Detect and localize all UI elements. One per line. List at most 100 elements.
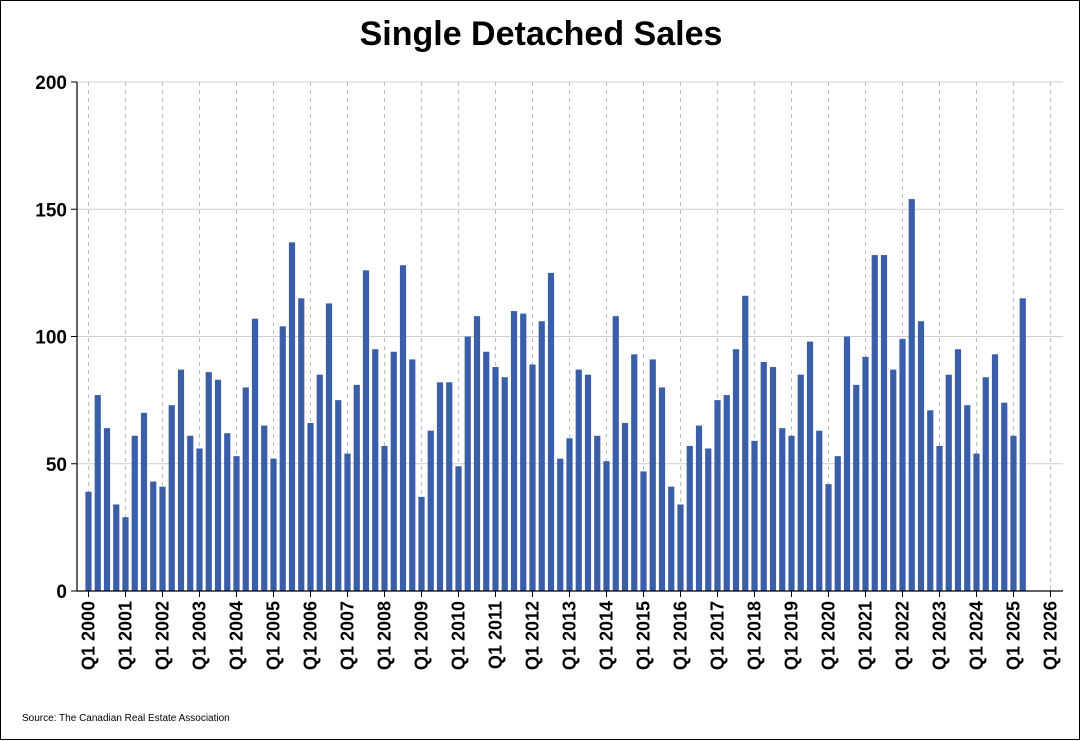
bar: Q4 2009: 82	[446, 382, 453, 591]
bar: Q2 2008: 94	[390, 351, 397, 591]
y-tick-label: 200	[35, 73, 67, 94]
bar: Q3 2016: 65	[695, 425, 703, 591]
bar: Q2 2007: 81	[353, 384, 360, 591]
bar: Q4 2021: 87	[890, 369, 897, 591]
bar: Q4 2018: 64	[779, 428, 786, 591]
bar: Q2 2019: 85	[797, 374, 804, 591]
bar: Q2 2025: 115	[1019, 298, 1026, 591]
axes	[71, 81, 1063, 597]
bar: Q1 2009: 37	[418, 496, 425, 591]
bar: Q3 2005: 137	[288, 242, 296, 591]
bar-series: Q1 2000: 39Q2 2000: 77Q3 2000: 64Q4 2000…	[85, 199, 1026, 591]
x-tick-label: Q1 2021	[856, 601, 876, 670]
bar: Q3 2002: 87	[177, 369, 185, 591]
x-tick-label: Q1 2019	[782, 601, 802, 670]
bar: Q1 2015: 47	[640, 471, 647, 591]
bar: Q1 2023: 57	[936, 445, 943, 591]
x-tick-label: Q1 2013	[560, 601, 580, 670]
bar: Q4 2006: 75	[335, 400, 342, 591]
x-tick-label: Q1 2010	[449, 601, 469, 670]
x-tick-label: Q1 2016	[671, 601, 691, 670]
x-tick-label: Q1 2025	[1004, 601, 1024, 670]
bar: Q1 2001: 29	[122, 517, 129, 591]
x-tick-label: Q1 2002	[153, 601, 173, 670]
bar: Q4 2011: 109	[520, 313, 527, 591]
bar: Q2 2021: 132	[871, 255, 878, 591]
x-tick-label: Q1 2012	[523, 601, 543, 670]
x-tick-label: Q1 2014	[597, 601, 617, 670]
bar: Q4 2010: 94	[483, 351, 490, 591]
x-tick-label: Q1 2004	[227, 601, 247, 670]
bar: Q2 2011: 84	[501, 377, 508, 591]
tick-labels: 0 50 100 150 200 Q1 2000 Q1 2001 Q1 2002 Q1 2003…	[35, 73, 1060, 670]
bar: Q1 2013: 60	[566, 438, 573, 591]
bar: Q2 2004: 80	[242, 387, 249, 591]
x-tick-label: Q1 2011	[486, 601, 506, 669]
bar: Q4 2012: 52	[557, 458, 564, 591]
bar: Q2 2016: 57	[686, 445, 693, 591]
bar: Q3 2018: 88	[769, 367, 777, 591]
bar: Q2 2024: 84	[982, 377, 989, 591]
bar: Q1 2022: 99	[899, 339, 906, 591]
bar: Q3 2012: 125	[547, 272, 555, 591]
y-tick-label: 50	[46, 455, 67, 476]
bar: Q4 2005: 115	[298, 298, 305, 591]
bar: Q1 2010: 49	[455, 466, 462, 591]
bar: Q4 2004: 65	[261, 425, 268, 591]
bar: Q4 2008: 91	[409, 359, 416, 591]
bar: Q2 2014: 108	[612, 316, 619, 591]
bar: Q1 2018: 59	[751, 440, 758, 591]
x-tick-label: Q1 2024	[967, 601, 987, 670]
bar: Q2 2015: 91	[649, 359, 656, 591]
bar: Q3 2008: 128	[399, 265, 407, 591]
bar: Q3 2011: 110	[510, 311, 518, 591]
bar: Q1 2024: 54	[973, 453, 980, 591]
bar: Q4 2002: 61	[187, 435, 194, 591]
bar: Q4 2024: 74	[1001, 402, 1008, 591]
bar: Q2 2006: 85	[316, 374, 323, 591]
x-tick-label: Q1 2020	[819, 601, 839, 670]
bar: Q1 2020: 42	[825, 484, 832, 591]
y-tick-label: 100	[35, 328, 67, 349]
bar: Q3 2007: 126	[362, 270, 370, 591]
bar: Q2 2023: 85	[945, 374, 952, 591]
bar: Q1 2002: 41	[159, 486, 166, 591]
bar: Q2 2001: 61	[131, 435, 138, 591]
bar: Q4 2023: 73	[964, 405, 971, 591]
bar: Q3 2006: 113	[325, 303, 333, 591]
bar: Q3 2020: 100	[843, 336, 851, 591]
bar: Q4 2007: 95	[372, 349, 379, 591]
x-tick-label: Q1 2000	[79, 601, 99, 670]
bar: Q4 2015: 41	[668, 486, 675, 591]
bar: Q3 2015: 80	[658, 387, 666, 591]
x-tick-label: Q1 2007	[338, 601, 358, 670]
bar: Q2 2022: 154	[908, 199, 915, 591]
bar: Q1 2006: 66	[307, 423, 314, 591]
bar: Q3 2004: 107	[251, 318, 259, 591]
y-tick-label: 150	[35, 200, 67, 221]
bar: Q4 2022: 71	[927, 410, 934, 591]
bar: Q4 2003: 62	[224, 433, 231, 591]
x-tick-label: Q1 2001	[116, 601, 136, 670]
x-tick-label: Q1 2026	[1041, 601, 1061, 670]
bar: Q2 2005: 104	[279, 326, 286, 591]
bar: Q3 2023: 95	[954, 349, 962, 591]
bar: Q4 2019: 63	[816, 430, 823, 591]
bar: Q3 2009: 82	[436, 382, 444, 591]
bar: Q2 2020: 53	[834, 456, 841, 591]
bar: Q1 2000: 39	[85, 491, 92, 591]
chart-title: Single Detached Sales	[359, 15, 723, 53]
x-tick-label: Q1 2003	[190, 601, 210, 670]
bar: Q1 2012: 89	[529, 364, 536, 591]
bar: Q2 2003: 86	[205, 372, 212, 591]
bar: Q2 2002: 73	[168, 405, 175, 591]
source-note: Source: The Canadian Real Estate Associa…	[22, 713, 230, 724]
bar: Q4 2001: 43	[150, 481, 157, 591]
bar: Q3 2019: 98	[806, 341, 814, 591]
x-tick-label: Q1 2015	[634, 601, 654, 670]
bar: Q2 2012: 106	[538, 321, 545, 591]
bar: Q3 2000: 64	[103, 428, 111, 591]
bar: Q3 2022: 106	[917, 321, 925, 591]
bar: Q3 2014: 66	[621, 423, 629, 591]
